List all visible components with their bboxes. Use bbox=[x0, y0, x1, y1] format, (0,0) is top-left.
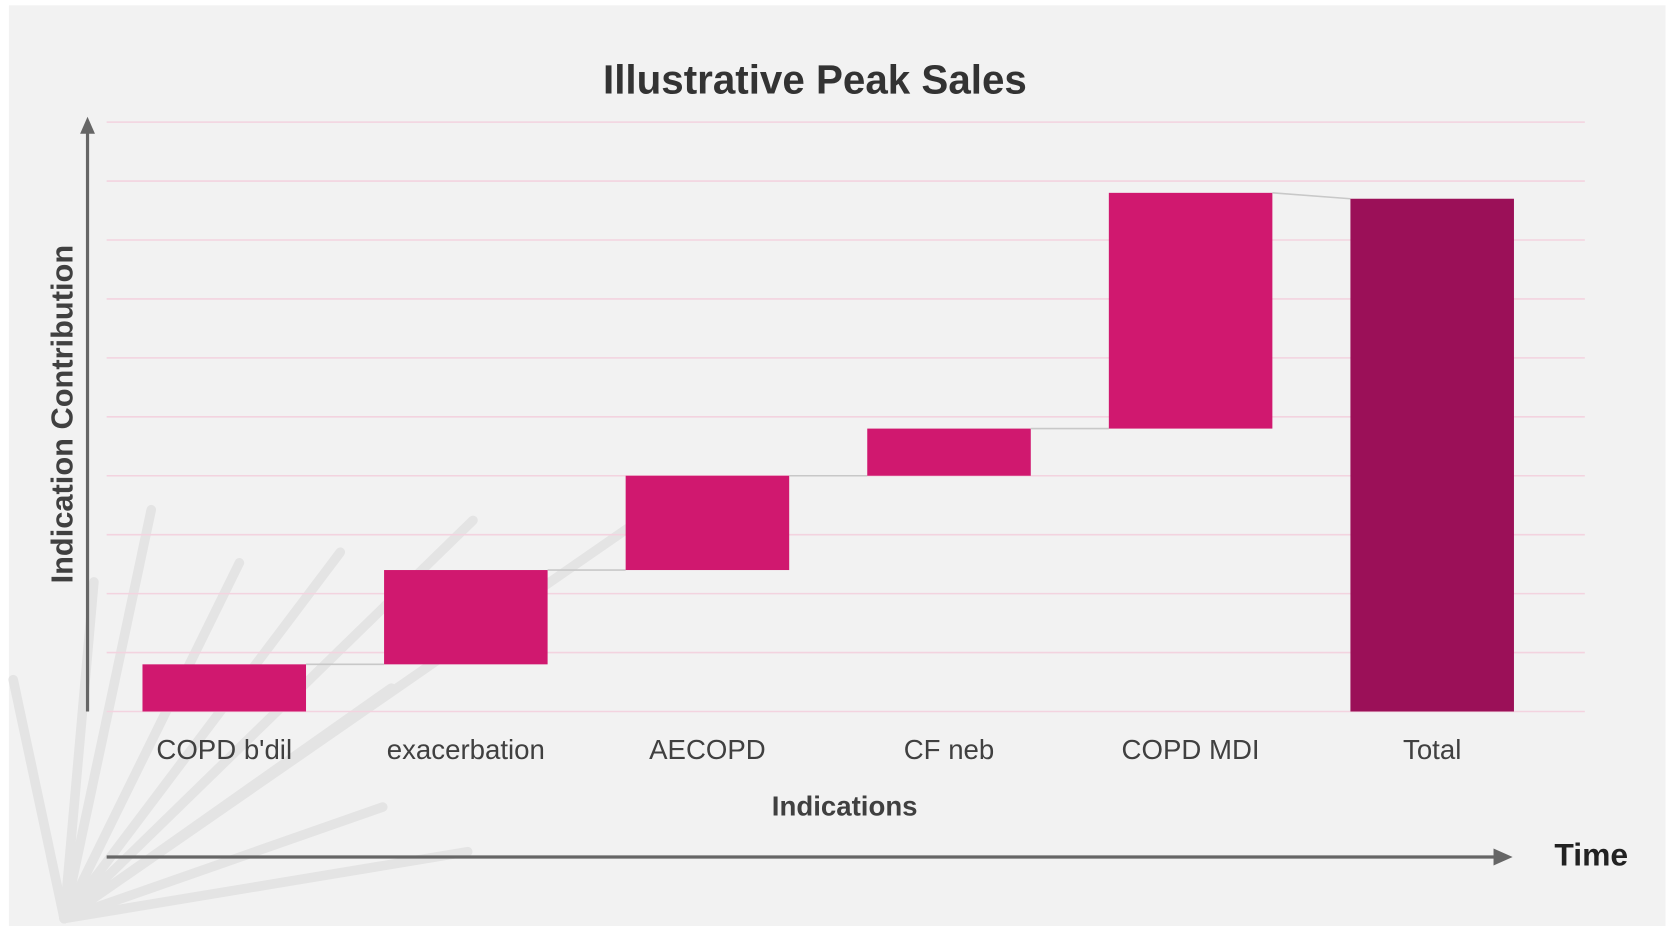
bar bbox=[867, 428, 1031, 476]
x-tick-label: COPD b'dil bbox=[156, 734, 292, 765]
y-axis-arrow bbox=[80, 116, 95, 134]
x-axis-label: Indications bbox=[772, 790, 918, 821]
x-tick-label: CF neb bbox=[904, 734, 995, 765]
x-tick-label: Total bbox=[1403, 734, 1461, 765]
time-label: Time bbox=[1554, 836, 1628, 872]
bar bbox=[384, 570, 548, 665]
x-tick-label: exacerbation bbox=[387, 734, 545, 765]
chart-title: Illustrative Peak Sales bbox=[603, 56, 1027, 102]
bar bbox=[1350, 198, 1514, 712]
x-tick-label: AECOPD bbox=[649, 734, 766, 765]
x-tick-label: COPD MDI bbox=[1122, 734, 1260, 765]
connector bbox=[1272, 192, 1351, 200]
bar bbox=[625, 475, 790, 571]
bar bbox=[1108, 192, 1273, 429]
y-axis-label: Indication Contribution bbox=[44, 245, 79, 584]
time-axis-arrow bbox=[1493, 848, 1513, 866]
bar bbox=[142, 664, 307, 712]
